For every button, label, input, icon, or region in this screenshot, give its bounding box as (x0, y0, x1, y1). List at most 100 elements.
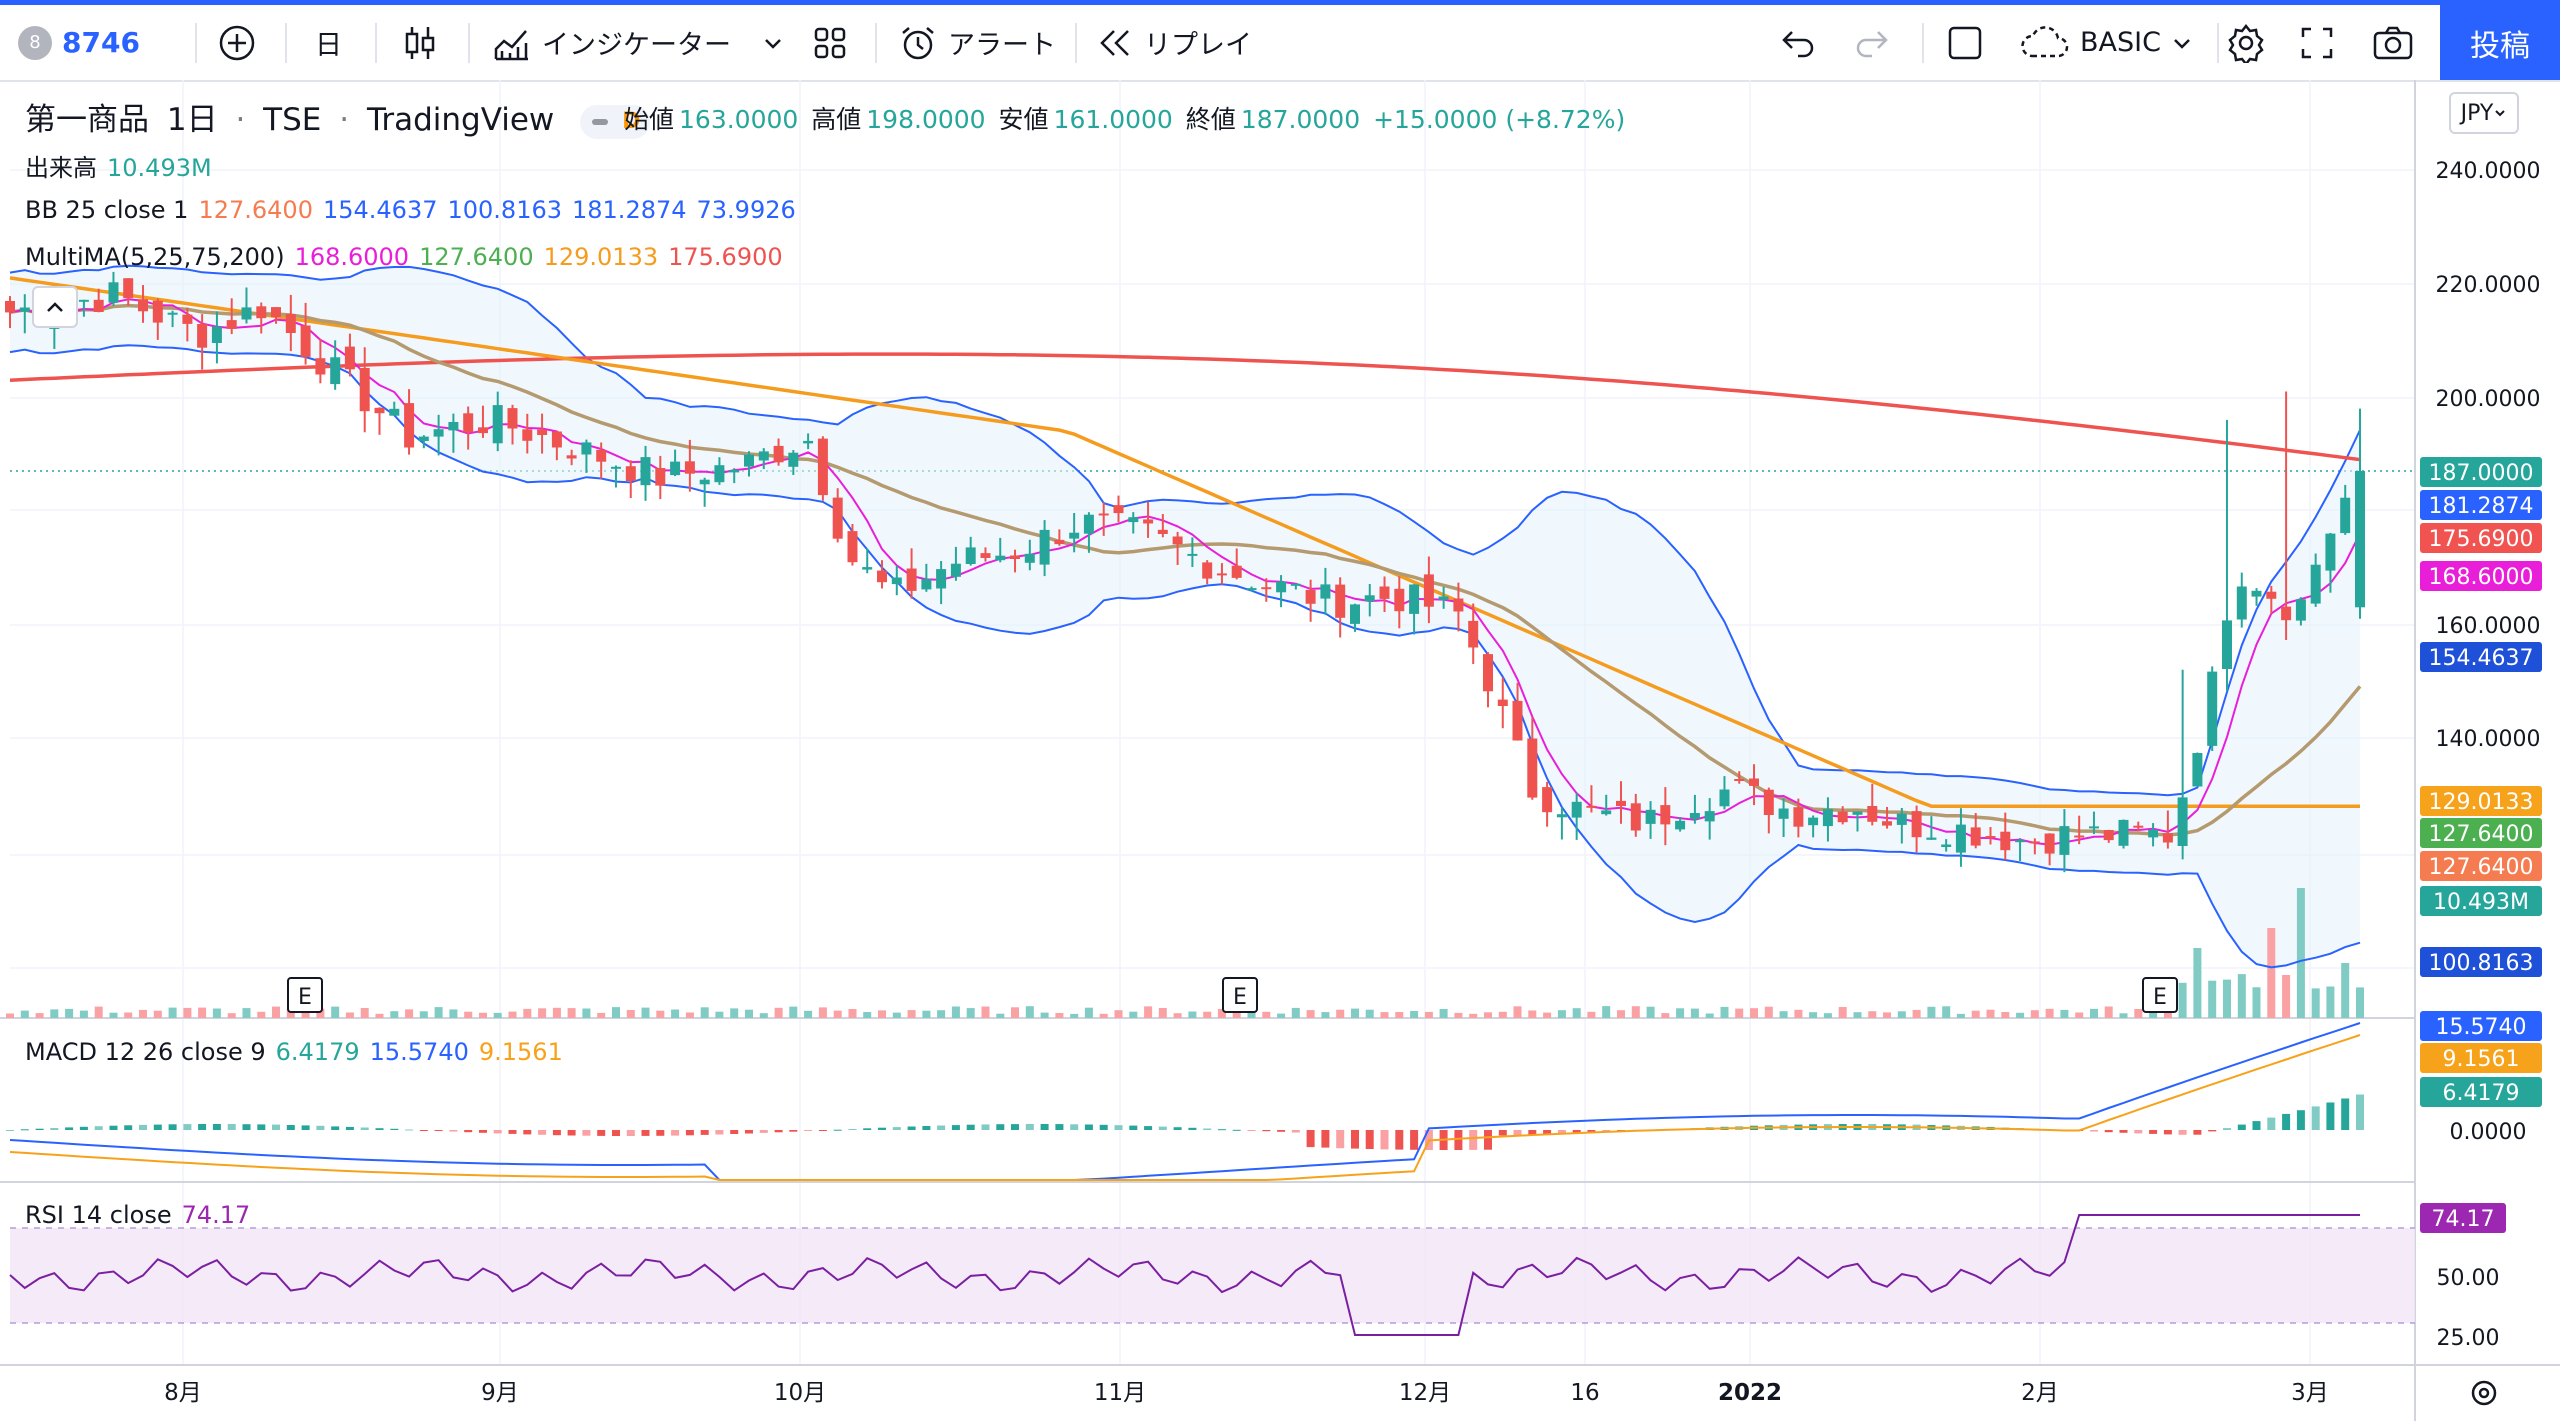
replay-button[interactable]: リプレイ (1098, 5, 1252, 80)
price-badge (2420, 457, 2542, 487)
volume-bar (1114, 1010, 1123, 1018)
macd-histogram-bar (1099, 1124, 1108, 1130)
macd-legend[interactable]: MACD 12 26 close 9 6.4179 15.5740 9.1561 (25, 1038, 573, 1066)
volume-legend[interactable]: 出来高 10.493M (25, 148, 222, 183)
candle-body (2310, 564, 2321, 604)
price-badge (2420, 818, 2542, 848)
macd-histogram-bar (331, 1126, 340, 1130)
volume-bar (1868, 1011, 1877, 1018)
macd-histogram-bar (937, 1125, 946, 1130)
market-status-pill[interactable]: D (580, 104, 651, 139)
macd-histogram-bar (6, 1130, 14, 1131)
macd-histogram-bar (390, 1128, 399, 1130)
macd-histogram-bar (449, 1130, 458, 1132)
candle-body (2059, 826, 2070, 855)
candle-body (1512, 700, 1523, 741)
macd-histogram-bar (1173, 1127, 1182, 1130)
volume-bar (2134, 1009, 2143, 1018)
post-button[interactable]: 投稿 (2440, 5, 2560, 80)
rsi-legend[interactable]: RSI 14 close 74.17 (25, 1201, 260, 1229)
price-badge (2420, 523, 2542, 553)
header-exchange: TSE (263, 102, 322, 138)
candle-body (1822, 809, 1833, 827)
layout-button[interactable] (1947, 5, 1983, 80)
macd-histogram-bar (2104, 1130, 2113, 1133)
candle-body (138, 299, 148, 312)
fullscreen-button[interactable] (2300, 5, 2334, 80)
macd-histogram-bar (951, 1125, 960, 1130)
earnings-marker (287, 977, 323, 1013)
candle-body (1098, 513, 1109, 516)
volume-bar (242, 1008, 251, 1018)
templates-button[interactable] (812, 5, 848, 80)
time-axis: 8月 9月 10月 11月 12月 16 2022 2月 3月 (164, 1380, 2497, 1406)
macd-histogram-bar (2193, 1130, 2202, 1135)
volume-bar (789, 1006, 798, 1018)
rsi-pane (9, 1214, 2415, 1336)
snapshot-button[interactable] (2372, 5, 2414, 80)
price-badge (2420, 490, 2542, 520)
candle-body (1364, 595, 1375, 602)
chart-type-button[interactable] (402, 5, 438, 80)
candle-body (182, 314, 193, 324)
volume-bar (50, 1009, 59, 1018)
settings-button[interactable] (2226, 5, 2266, 80)
candle-body (2340, 497, 2351, 534)
macd-histogram-bar (242, 1124, 251, 1130)
candle-body (1542, 787, 1553, 813)
redo-button[interactable] (1854, 5, 1890, 80)
undo-button[interactable] (1780, 5, 1816, 80)
symbol-search[interactable]: 8 8746 (18, 5, 140, 80)
candle-body (965, 547, 976, 564)
volume-bar (1779, 1011, 1788, 1018)
collapse-legend-button[interactable] (32, 286, 78, 328)
volume-bar (2104, 1006, 2113, 1018)
candle-body (1172, 536, 1183, 545)
indicators-dropdown[interactable] (762, 5, 784, 80)
high-label: 高値 (811, 105, 862, 134)
volume-bar (1823, 1013, 1832, 1018)
candle-body (2236, 586, 2247, 620)
add-symbol-button[interactable] (218, 5, 256, 80)
macd-histogram-bar (1528, 1130, 1537, 1135)
bb-legend[interactable]: BB 25 close 1 127.6400 154.4637 100.8163 181… (25, 196, 806, 224)
candle-body (1483, 654, 1493, 692)
candle-body (1128, 517, 1139, 523)
time-tick-label: 2月 (2021, 1380, 2059, 1406)
rsi-tick-label: 25.00 (2437, 1326, 2500, 1351)
currency-select[interactable]: JPY (2449, 92, 2519, 134)
macd-histogram-bar (508, 1130, 517, 1134)
candle-body (1808, 817, 1819, 826)
macd-histogram-bar (1454, 1130, 1463, 1150)
volume-bar (434, 1007, 443, 1018)
indicators-button[interactable]: インジケーター (492, 5, 731, 80)
volume-bar (1942, 1006, 1951, 1018)
candle-body (1882, 821, 1892, 826)
earnings-marker-label: E (1233, 985, 1247, 1010)
multima-legend[interactable]: MultiMA(5,25,75,200) 168.6000 127.6400 129.… (25, 243, 793, 271)
candle-body (655, 468, 666, 486)
alert-button[interactable]: アラート (898, 5, 1056, 80)
candle-body (596, 449, 607, 462)
candle-body (1083, 514, 1094, 534)
interval-button[interactable]: 日 (315, 5, 342, 80)
macd-histogram-bar (774, 1130, 783, 1133)
candle-body (1423, 574, 1434, 607)
macd-histogram-bar (1188, 1127, 1197, 1130)
volume-bar (1750, 1008, 1758, 1018)
price-badge-label: 175.6900 (2429, 527, 2534, 552)
macd-histogram-bar (479, 1130, 487, 1133)
volume-bar (6, 1013, 14, 1018)
candle-body (936, 569, 947, 589)
volume-bar (1986, 1009, 1995, 1018)
macd-histogram-bar (1262, 1130, 1271, 1132)
volume-bar (1217, 1009, 1226, 1018)
saved-layout-button[interactable]: BASIC (2018, 5, 2193, 80)
candle-body (1409, 584, 1420, 614)
bb-upper-line (9, 264, 2361, 797)
volume-bar (863, 1012, 872, 1018)
macd-histogram-bar (2208, 1130, 2217, 1132)
cloud-icon (2021, 25, 2069, 57)
candle-body (1763, 789, 1774, 815)
